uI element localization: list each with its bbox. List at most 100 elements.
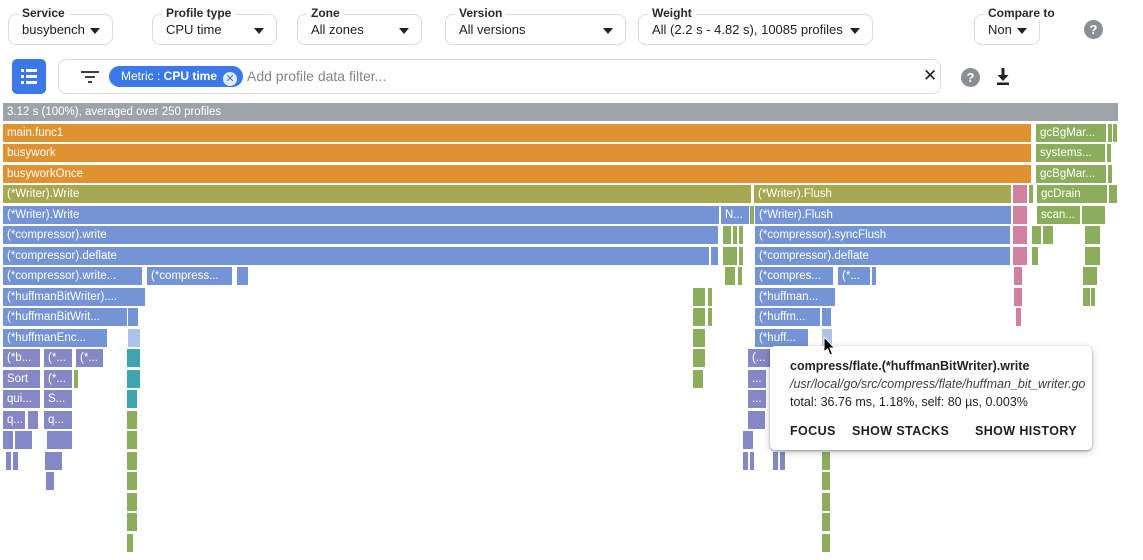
flame-bar[interactable] xyxy=(127,534,133,552)
flame-bar[interactable] xyxy=(3,431,13,449)
flame-bar[interactable]: (*compress... xyxy=(147,267,232,285)
flame-bar[interactable] xyxy=(750,452,754,470)
flame-bar[interactable] xyxy=(780,452,785,470)
flame-bar[interactable] xyxy=(28,411,38,429)
flame-bar[interactable]: (*huffman... xyxy=(755,288,835,306)
flame-bar[interactable]: (*huff... xyxy=(755,329,808,347)
flame-bar[interactable] xyxy=(127,513,137,531)
flame-bar[interactable]: gcDrain xyxy=(1037,185,1107,203)
flame-bar[interactable] xyxy=(1014,288,1022,306)
flame-bar[interactable]: qui... xyxy=(3,390,40,408)
flame-bar[interactable] xyxy=(1043,226,1053,244)
flame-bar[interactable] xyxy=(1108,165,1112,183)
flame-bar[interactable]: N... xyxy=(721,206,749,224)
version-select[interactable]: Version All versions xyxy=(445,6,626,45)
clear-filter-icon[interactable]: ✕ xyxy=(923,66,938,85)
flame-bar[interactable] xyxy=(1109,185,1117,203)
flame-bar[interactable]: (*huffmanBitWrit... xyxy=(3,308,127,326)
flame-bar[interactable] xyxy=(822,472,830,490)
flame-bar[interactable] xyxy=(743,431,753,449)
flame-bar[interactable] xyxy=(739,247,743,265)
flame-bar[interactable] xyxy=(822,329,832,347)
flame-bar[interactable]: (*compressor).deflate xyxy=(3,247,709,265)
flame-bar[interactable] xyxy=(1029,185,1033,203)
flame-bar[interactable] xyxy=(13,452,18,470)
flame-bar[interactable]: Sort xyxy=(3,370,40,388)
flame-bar[interactable] xyxy=(15,431,32,449)
flame-bar[interactable] xyxy=(693,349,705,367)
flame-bar[interactable] xyxy=(739,226,743,244)
flame-bar[interactable] xyxy=(127,390,137,408)
flame-bar[interactable]: (*... xyxy=(44,370,72,388)
flame-bar[interactable]: (*compressor).write... xyxy=(3,267,142,285)
flame-bar[interactable]: (*huffm... xyxy=(755,308,820,326)
flame-bar[interactable] xyxy=(1016,308,1021,326)
view-options-button[interactable] xyxy=(12,59,46,94)
flame-bar[interactable]: q... xyxy=(44,411,72,429)
weight-select[interactable]: Weight All (2.2 s - 4.82 s), 10085 profi… xyxy=(638,6,873,45)
flame-bar[interactable] xyxy=(693,308,705,326)
flame-bar[interactable] xyxy=(1107,144,1111,162)
flame-bar[interactable] xyxy=(1085,247,1100,265)
flame-bar[interactable] xyxy=(127,452,137,470)
flame-bar[interactable]: (*compressor).syncFlush xyxy=(755,226,1010,244)
flame-bar[interactable] xyxy=(127,431,137,449)
flame-bar[interactable]: (*compres... xyxy=(755,267,833,285)
profile-type-select[interactable]: Profile type CPU time xyxy=(152,6,277,45)
flame-bar[interactable]: q... xyxy=(3,411,25,429)
flame-bar[interactable] xyxy=(1013,185,1027,203)
profile-filter-bar[interactable]: Metric : CPU time ✕ Add profile data filt… xyxy=(58,59,941,94)
flame-bar[interactable] xyxy=(1013,247,1027,265)
flame-bar[interactable] xyxy=(822,513,830,531)
flame-bar[interactable] xyxy=(128,308,138,326)
flame-bar[interactable] xyxy=(733,226,737,244)
flame-bar[interactable] xyxy=(723,226,731,244)
flame-bar[interactable] xyxy=(1032,226,1041,244)
flame-bar[interactable]: main.func1 xyxy=(3,124,1031,142)
flame-bar[interactable]: (*Writer).Flush xyxy=(754,185,1011,203)
flame-bar[interactable] xyxy=(1083,267,1097,285)
flame-bar[interactable] xyxy=(822,534,830,552)
flame-bar[interactable] xyxy=(725,267,735,285)
flame-bar[interactable] xyxy=(1014,267,1022,285)
flame-bar[interactable]: (*Writer).Write xyxy=(3,185,751,203)
flame-bar[interactable] xyxy=(1032,247,1038,265)
flame-bar[interactable]: (*compressor).write xyxy=(3,226,718,244)
flame-bar[interactable]: (*... xyxy=(838,267,870,285)
flame-bar[interactable] xyxy=(723,247,737,265)
flame-bar[interactable] xyxy=(822,493,830,511)
flame-bar[interactable] xyxy=(773,452,778,470)
flame-bar[interactable] xyxy=(237,267,248,285)
show-stacks-button[interactable]: SHOW STACKS xyxy=(852,424,950,438)
flame-bar[interactable]: (*compressor).deflate xyxy=(755,247,1010,265)
flame-bar[interactable] xyxy=(693,370,703,388)
flame-bar[interactable]: 3.12 s (100%), averaged over 250 profile… xyxy=(3,103,1118,121)
flame-bar[interactable] xyxy=(750,206,754,224)
flame-bar[interactable]: (*b... xyxy=(3,349,40,367)
flame-bar[interactable]: ... xyxy=(748,390,766,408)
flame-bar[interactable]: (*huffmanBitWriter).... xyxy=(3,288,145,306)
flame-bar[interactable]: systems... xyxy=(1036,144,1105,162)
flame-bar[interactable] xyxy=(45,452,62,470)
flame-bar[interactable] xyxy=(128,329,140,347)
flame-bar[interactable] xyxy=(1091,288,1095,306)
flame-bar[interactable] xyxy=(1082,206,1105,224)
flame-bar[interactable] xyxy=(1085,226,1100,244)
flame-bar[interactable] xyxy=(74,370,78,388)
flame-bar[interactable]: (*... xyxy=(44,349,72,367)
flame-bar[interactable]: (*... xyxy=(76,349,103,367)
help-icon[interactable]: ? xyxy=(961,68,980,87)
flame-bar[interactable]: (*Writer).Flush xyxy=(755,206,1011,224)
flame-bar[interactable] xyxy=(46,472,54,490)
flame-bar[interactable] xyxy=(1013,206,1027,224)
flame-bar[interactable] xyxy=(822,452,830,470)
service-select[interactable]: Service busybench xyxy=(8,6,113,45)
flame-bar[interactable]: gcBgMar... xyxy=(1036,165,1106,183)
flame-bar[interactable] xyxy=(872,267,876,285)
flame-bar[interactable]: gcBgMar... xyxy=(1036,124,1106,142)
flame-bar[interactable] xyxy=(693,288,705,306)
chip-remove-icon[interactable]: ✕ xyxy=(223,72,238,86)
flame-bar[interactable] xyxy=(1113,124,1117,142)
flame-bar[interactable] xyxy=(6,452,11,470)
flame-bar[interactable] xyxy=(822,308,831,326)
